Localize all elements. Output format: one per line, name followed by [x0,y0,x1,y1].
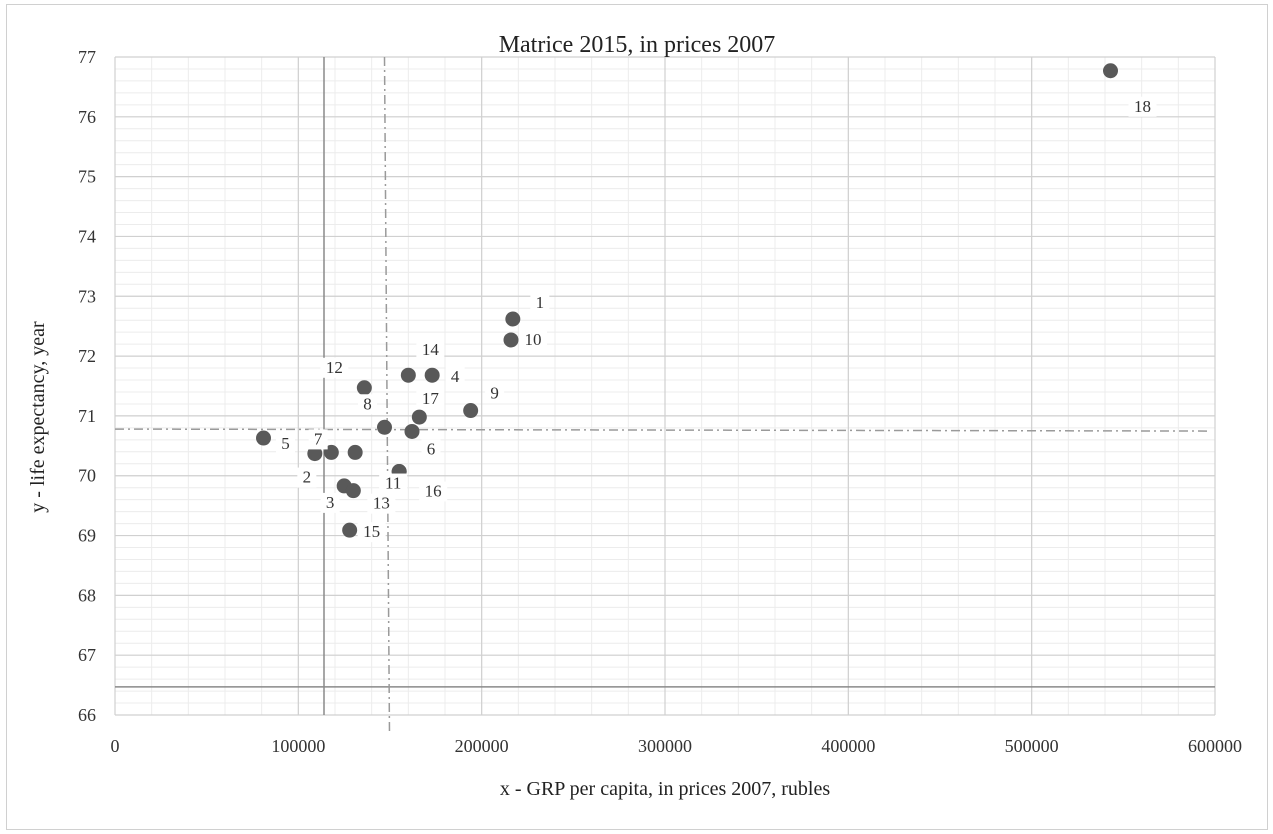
x-tick-labels: 0 100000 200000 300000 400000 500000 600000 [111,736,1243,756]
data-point-label: 1 [536,293,545,312]
data-point [503,332,519,348]
data-label-background [419,481,448,502]
data-point [377,419,392,435]
data-label-background [1128,96,1157,117]
chart-title: Matrice 2015, in prices 2007 [499,32,776,58]
data-point-label: 9 [490,384,499,403]
y-tick-labels: 66 67 68 69 70 71 72 73 74 75 76 77 [78,47,96,725]
data-point-label: 6 [427,439,436,458]
major-grid [114,56,1216,716]
data-label-background [416,389,445,410]
y-tick-label: 71 [78,406,96,426]
data-point [307,446,323,462]
reference-line-horizontal-dashdot [114,428,1211,432]
data-point [356,380,372,396]
data-label-background [421,439,441,460]
data-label-background [320,492,340,513]
data-point-labels: 1 10 12 14 4 9 17 8 7 6 52 11 3 13 16 15 18 [276,96,1157,543]
data-point-label: 18 [1134,97,1151,116]
reference-lines [114,56,1215,736]
y-axis-title: y - life expectancy, year [27,321,49,513]
data-point [400,367,416,383]
data-point-label: 15 [363,522,380,541]
data-point-label: 5 [281,434,290,453]
data-label-background [379,473,408,494]
data-label-background [367,493,396,514]
reference-line-vertical-dashdot [383,56,391,736]
x-tick-label: 300000 [638,736,692,756]
data-point [424,367,440,383]
chart-frame [6,4,1268,830]
data-point-label: 14 [422,340,440,359]
data-label-background [445,367,465,388]
y-tick-label: 70 [78,466,96,486]
y-tick-label: 67 [78,645,96,665]
data-point-label: 12 [326,358,343,377]
y-tick-label: 73 [78,286,96,306]
data-point-label: 13 [373,494,390,513]
y-tick-label: 68 [78,585,96,605]
x-tick-label: 100000 [271,736,325,756]
data-label-background [416,340,445,361]
x-tick-label: 500000 [1005,736,1059,756]
data-point [404,423,420,439]
data-point-label: 3 [326,493,335,512]
data-label-background [297,467,317,488]
x-axis-title: x - GRP per capita, in prices 2007, rubl… [500,778,831,800]
data-point-label: 8 [363,394,372,413]
data-point [1103,63,1118,79]
y-tick-label: 66 [78,705,96,725]
y-tick-label: 75 [78,167,96,187]
data-point [463,403,479,419]
x-tick-label: 0 [111,736,120,756]
data-label-background [485,383,505,404]
y-tick-label: 74 [78,226,96,246]
data-point [256,430,271,446]
data-label-background [276,434,295,455]
data-label-background [530,293,550,314]
data-point-label: 11 [385,474,401,493]
y-tick-label: 69 [78,526,96,546]
data-label-background [519,329,547,350]
x-tick-label: 400000 [821,736,875,756]
data-point [342,522,358,538]
data-point-label: 4 [451,367,460,386]
data-point [505,311,521,327]
data-point-label: 2 [303,468,312,487]
data-label-background [308,429,328,450]
data-point-label: 10 [525,330,542,349]
x-tick-label: 600000 [1188,736,1242,756]
data-point-label: 16 [425,482,442,501]
data-point-label: 7 [314,429,323,448]
data-label-background [320,357,349,378]
data-point-label: 17 [422,389,440,408]
data-label-background [357,522,386,543]
data-label-background [358,394,377,415]
y-tick-label: 77 [78,47,96,67]
data-point [345,483,361,499]
x-tick-label: 200000 [455,736,509,756]
y-tick-label: 72 [78,346,96,366]
data-point [411,409,427,425]
y-tick-label: 76 [78,107,96,127]
data-point [347,444,363,460]
